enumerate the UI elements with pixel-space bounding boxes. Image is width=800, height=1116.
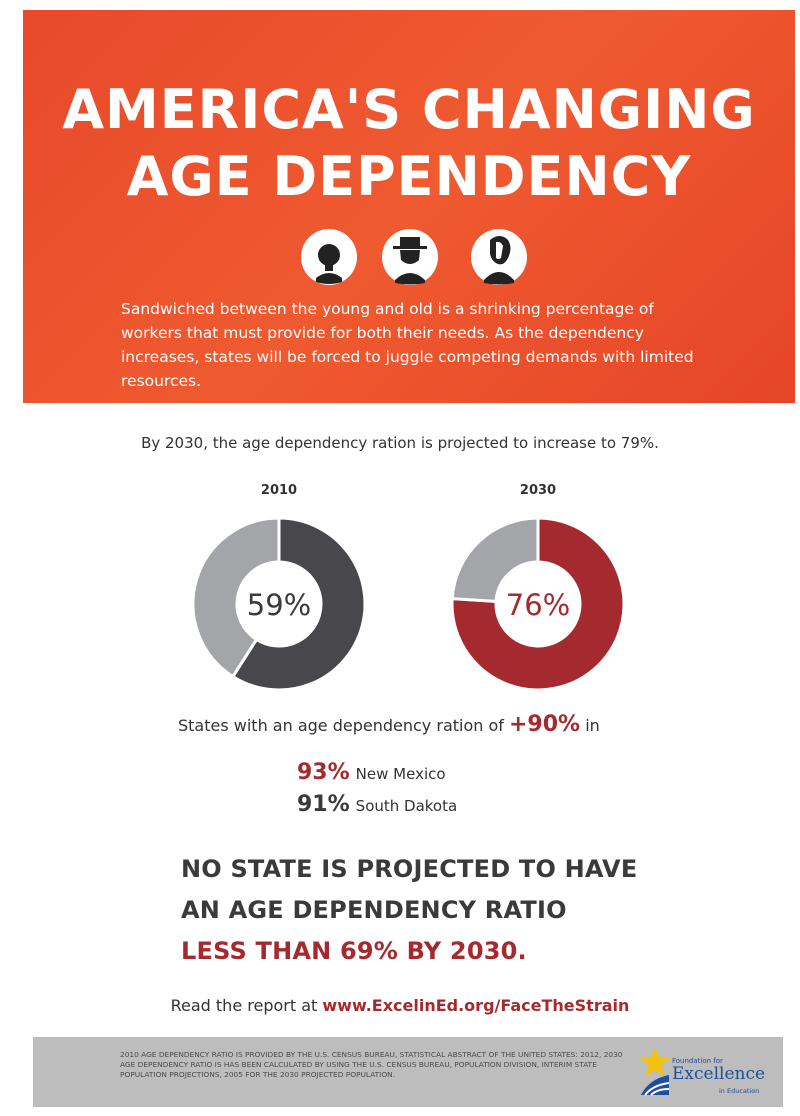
states-intro-suffix: in (585, 716, 600, 735)
star-logo-icon (639, 1047, 671, 1096)
donut-center-label: 76% (506, 588, 570, 622)
age-icons (23, 228, 795, 288)
state-pct: 91% (297, 792, 350, 817)
states-threshold: +90% (509, 712, 581, 737)
foundation-logo: Foundation for Excellence in Education (635, 1045, 775, 1099)
hero-banner: AMERICA'S CHANGING AGE DEPENDENCY Sandwi… (23, 10, 795, 403)
headline: NO STATE IS PROJECTED TO HAVE AN AGE DEP… (181, 849, 641, 972)
logo-big-text: Excellence (672, 1064, 766, 1084)
state-pct: 93% (297, 760, 350, 785)
source-footnote: 2010 age dependency ratio is provided by… (120, 1050, 623, 1079)
donut-slice-remainder (191, 516, 281, 679)
child-icon (301, 229, 357, 285)
donut-chart-2010: 59% (191, 516, 367, 692)
chart-subtitle: By 2030, the age dependency ration is pr… (141, 434, 659, 452)
report-prefix: Read the report at (170, 996, 318, 1015)
logo-tag-text: in Education (719, 1087, 760, 1095)
donut-chart-2030: 76% (450, 516, 626, 692)
donut-center-label: 59% (247, 588, 311, 622)
page-title-line2: AGE DEPENDENCY (126, 145, 692, 208)
donut-slice-dependency (450, 516, 626, 692)
adult-hat-icon (382, 229, 438, 285)
intro-paragraph: Sandwiched between the young and old is … (121, 300, 694, 390)
state-name: New Mexico (355, 765, 446, 783)
report-link[interactable]: www.ExcelinEd.org/FaceTheStrain (322, 996, 630, 1015)
headline-part2: LESS THAN 69% BY 2030. (181, 937, 527, 965)
chart-title-2030: 2030 (519, 483, 557, 498)
donut-slice-remainder (450, 516, 540, 603)
donut-slice-dependency (230, 516, 367, 692)
state-row-new-mexico: 93% New Mexico (297, 760, 446, 785)
state-name: South Dakota (355, 797, 458, 815)
report-line: Read the report at www.ExcelinEd.org/Fac… (0, 996, 800, 1015)
headline-part1: NO STATE IS PROJECTED TO HAVE AN AGE DEP… (181, 855, 638, 924)
logo-small-text: Foundation for (672, 1057, 723, 1065)
states-intro: States with an age dependency ration of … (178, 712, 600, 737)
chart-title-2010: 2010 (260, 483, 298, 498)
states-intro-prefix: States with an age dependency ration of (178, 716, 504, 735)
state-row-south-dakota: 91% South Dakota (297, 792, 457, 817)
footer: 2010 age dependency ratio is provided by… (33, 1037, 783, 1107)
page-title-line1: AMERICA'S CHANGING (62, 78, 756, 141)
elderly-icon (471, 229, 527, 285)
